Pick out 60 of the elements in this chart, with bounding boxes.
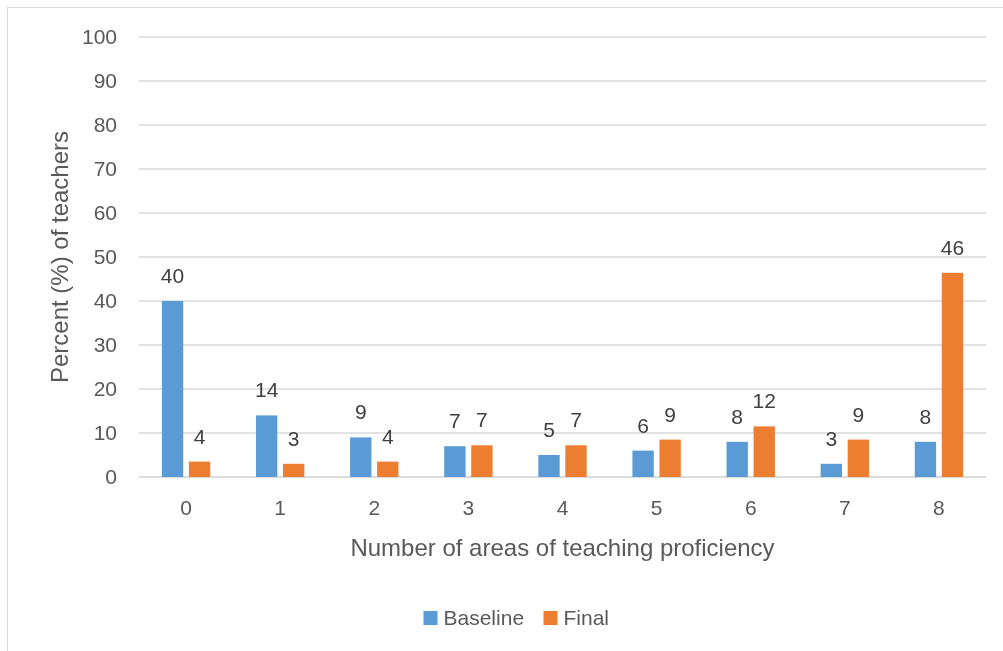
bar (377, 461, 399, 477)
x-tick-label: 8 (933, 496, 945, 520)
y-tick-label: 50 (93, 245, 117, 269)
bar (847, 439, 870, 477)
bar (565, 445, 587, 477)
x-tick-label: 0 (180, 496, 192, 520)
x-tick-label: 6 (744, 496, 757, 520)
bar (444, 446, 466, 477)
bar (283, 463, 305, 477)
y-tick-label: 80 (93, 113, 117, 137)
data-label: 40 (160, 264, 185, 287)
y-tick-label: 70 (93, 157, 117, 181)
y-tick-label: 30 (93, 333, 117, 357)
y-axis-title: Percent (%) of teachers (46, 130, 74, 384)
bar (941, 272, 964, 477)
data-label: 3 (287, 426, 300, 450)
y-tick-label: 40 (93, 289, 117, 313)
y-tick-label: 10 (93, 421, 117, 445)
data-label: 7 (449, 409, 461, 433)
y-tick-label: 100 (81, 25, 117, 49)
data-label: 46 (940, 235, 965, 259)
data-label: 8 (731, 404, 744, 428)
bar (161, 301, 184, 477)
data-label: 14 (254, 378, 279, 402)
bar (538, 455, 560, 477)
data-label: 9 (354, 400, 367, 424)
bar (188, 461, 211, 477)
data-label: 4 (193, 424, 206, 448)
data-label: 9 (664, 402, 676, 426)
bar (471, 445, 493, 477)
bar (632, 450, 654, 477)
x-axis-title: Number of areas of teaching proficiency (350, 534, 775, 562)
bar (726, 441, 748, 477)
bar (255, 415, 278, 477)
y-tick-label: 20 (93, 377, 117, 401)
legend-label: Baseline (443, 606, 525, 630)
data-label: 8 (919, 404, 932, 428)
x-tick-label: 3 (462, 496, 475, 520)
x-tick-label: 4 (556, 496, 569, 520)
bar (753, 426, 775, 477)
data-label: 7 (476, 408, 488, 432)
x-tick-label: 7 (838, 496, 851, 520)
data-label: 12 (752, 389, 776, 413)
x-tick-label: 1 (274, 496, 287, 520)
y-tick-label: 60 (93, 201, 117, 225)
data-label: 6 (637, 413, 649, 437)
data-label: 3 (825, 426, 838, 450)
bar (914, 441, 937, 477)
data-label: 4 (381, 424, 394, 448)
bar (659, 439, 681, 477)
y-tick-label: 0 (105, 465, 117, 489)
data-label: 9 (852, 402, 865, 426)
x-tick-label: 2 (368, 496, 381, 520)
bar (820, 463, 842, 477)
y-tick-label: 90 (93, 69, 117, 93)
x-tick-label: 5 (650, 496, 663, 520)
data-label: 5 (543, 418, 555, 441)
legend-label: Final (563, 606, 610, 630)
bar (350, 437, 372, 477)
data-label: 7 (570, 408, 582, 432)
